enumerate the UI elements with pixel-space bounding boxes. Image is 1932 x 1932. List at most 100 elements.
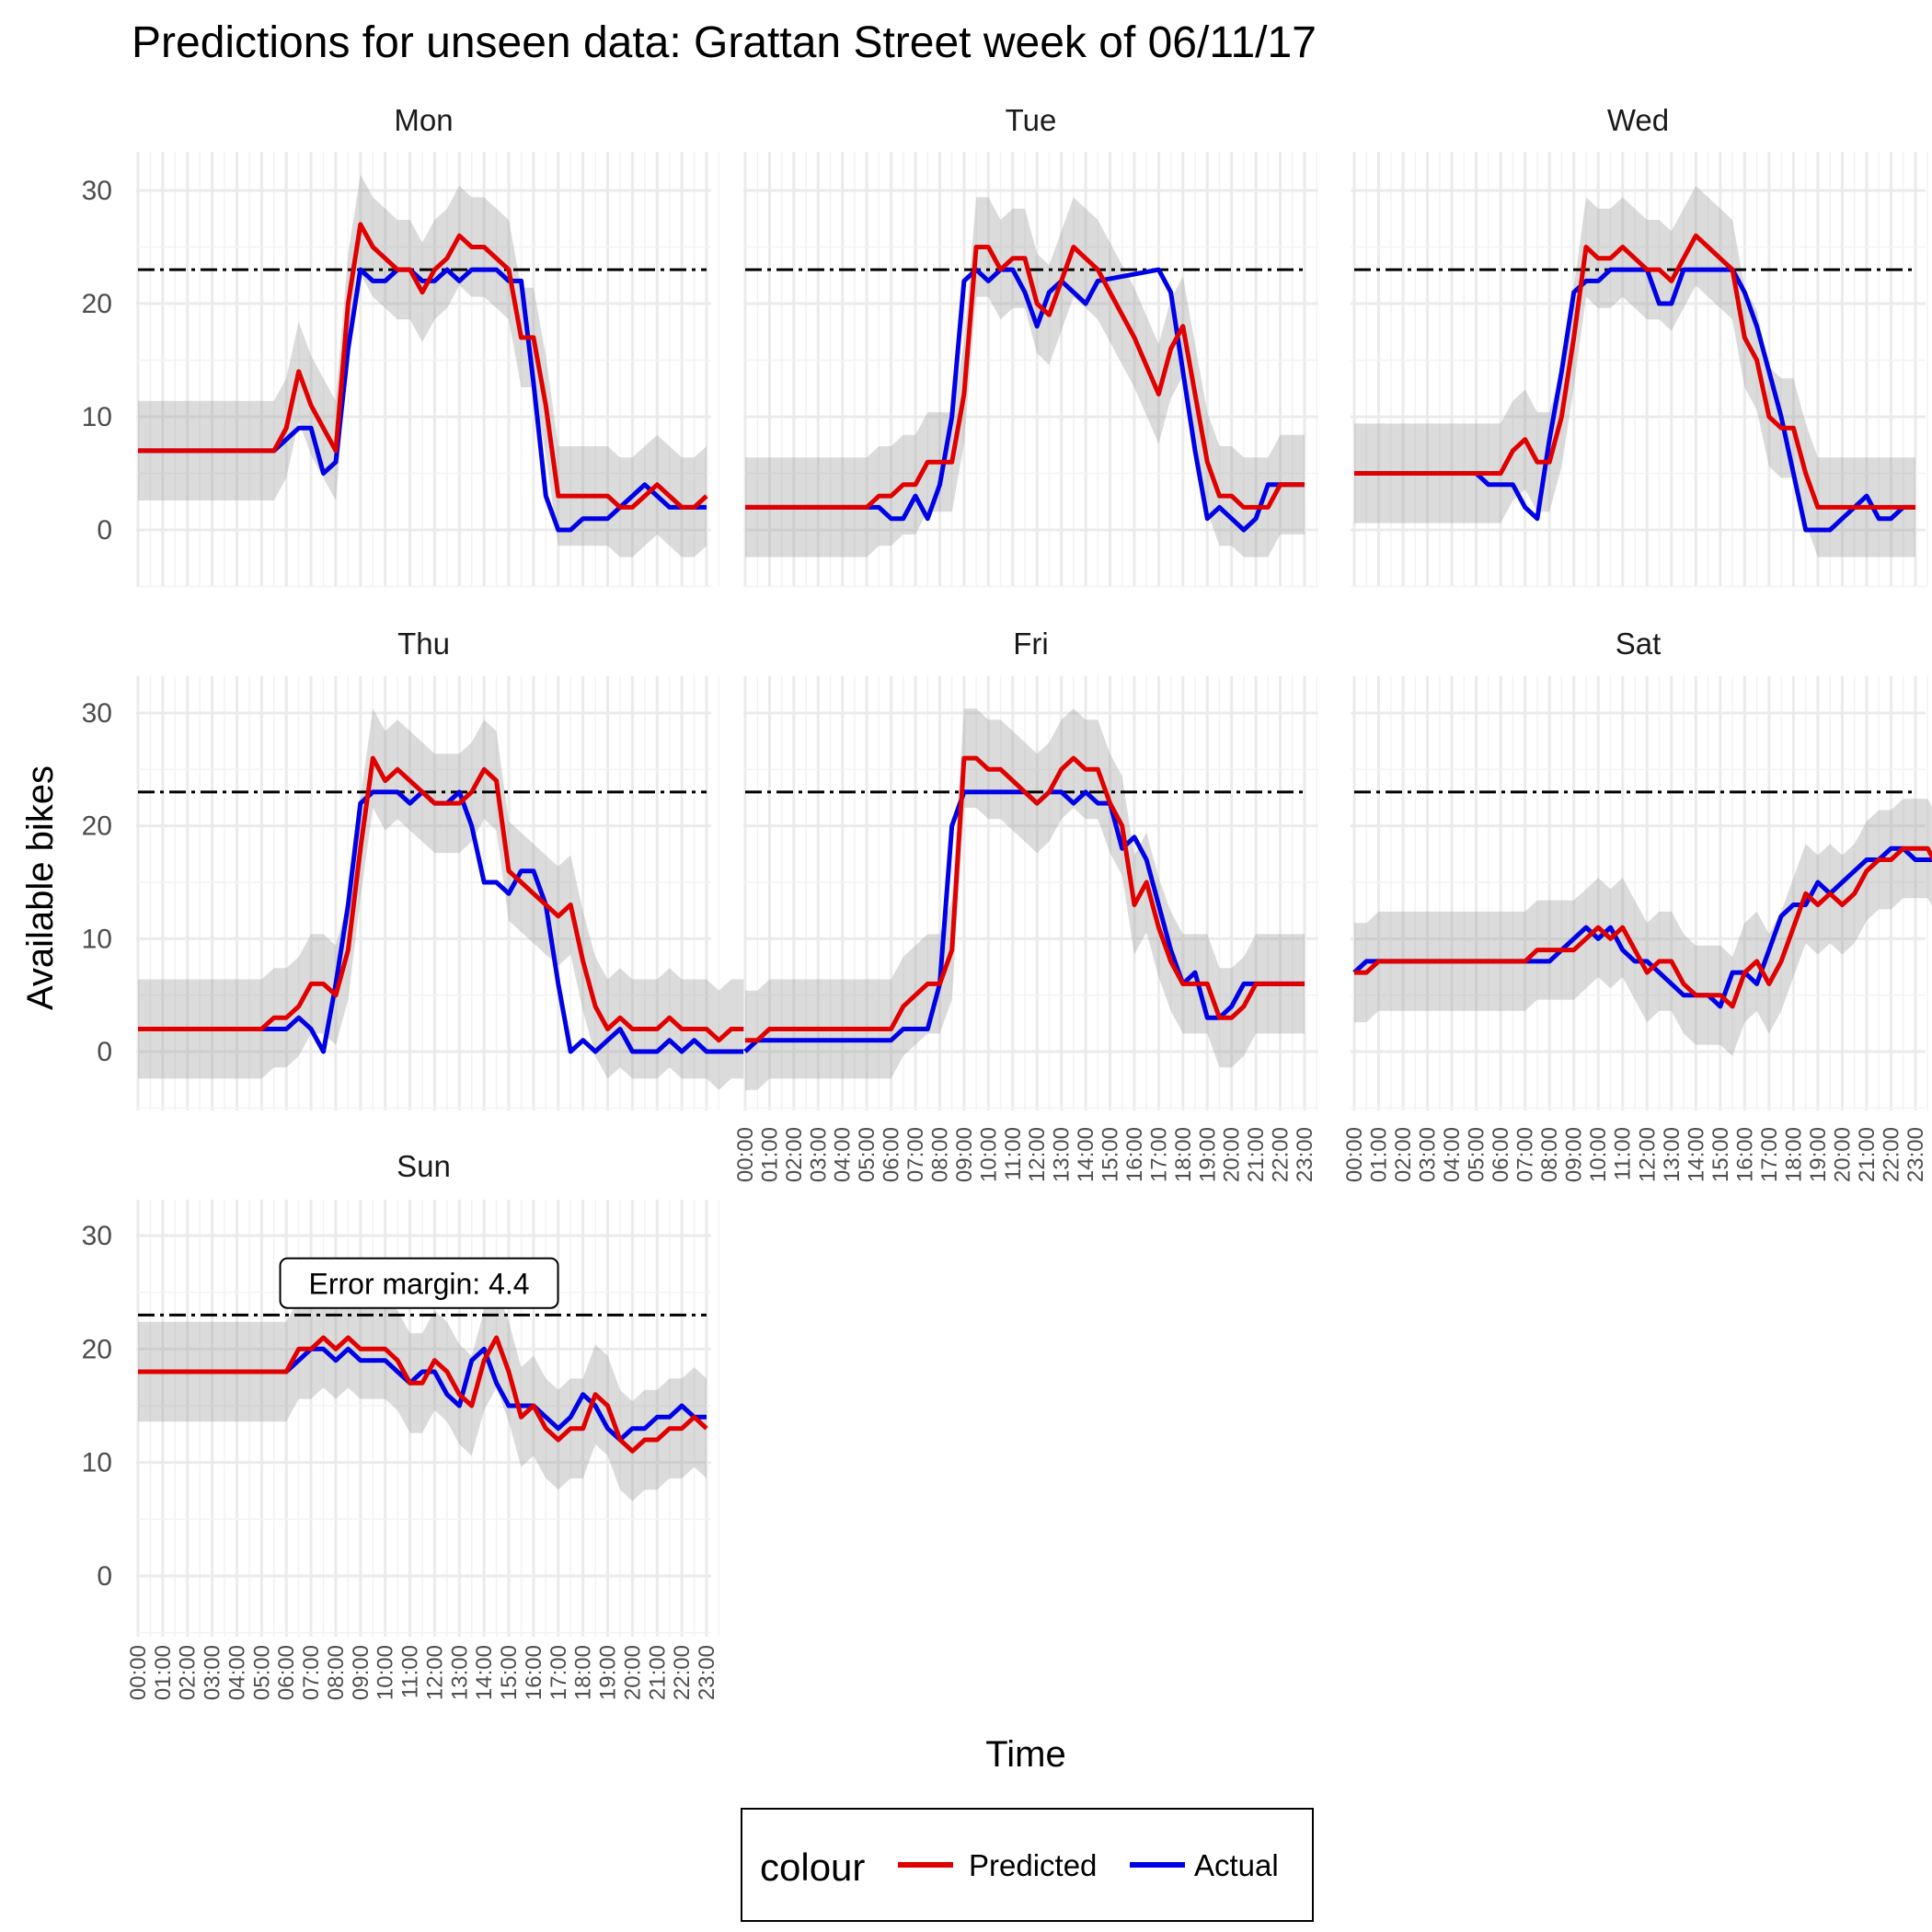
x-tick-label: 07:00 [903, 1127, 928, 1182]
x-tick-label: 01:00 [757, 1127, 782, 1182]
panel-mon: Mon 0 10 20 30 [82, 103, 720, 588]
x-tick-label: 09:00 [349, 1645, 374, 1700]
series-actual-thu [138, 789, 744, 1054]
series-predicted-thu [138, 755, 744, 1043]
x-tick-label: 09:00 [1562, 1127, 1587, 1182]
x-tick-label: 18:00 [1171, 1127, 1196, 1182]
panel-title-sat: Sat [1616, 627, 1662, 661]
x-tick-label: 03:00 [201, 1645, 225, 1700]
legend-title: colour [760, 1846, 865, 1889]
x-tick-label: 15:00 [497, 1645, 522, 1700]
error-band-thu [138, 708, 744, 1090]
x-tick-label: 04:00 [224, 1645, 249, 1700]
gridlines-sun [136, 1200, 720, 1637]
x-tick-label: 05:00 [249, 1645, 274, 1700]
x-tick-label: 13:00 [1050, 1127, 1075, 1182]
panel-thu: Thu 0 10 20 30 [82, 627, 744, 1110]
y-tick-label: 0 [97, 1561, 112, 1592]
error-band-wed [1354, 186, 1915, 558]
annotation-label: Error margin: 4.4 [279, 1257, 559, 1309]
x-tick-label: 00:00 [733, 1127, 758, 1182]
x-tick-label: 01:00 [1367, 1127, 1392, 1182]
x-tick-label: 08:00 [324, 1645, 349, 1700]
legend-label-actual: Actual [1194, 1848, 1279, 1882]
panel-title-fri: Fri [1013, 627, 1048, 661]
x-tick-label: 12:00 [1635, 1127, 1660, 1182]
x-tick-label: 04:00 [1440, 1127, 1465, 1182]
error-band-mon [138, 174, 707, 558]
y-tick-label: 10 [82, 1448, 112, 1478]
panel-tue: Tue [743, 103, 1318, 588]
series-predicted-sat [1354, 845, 1932, 1009]
x-tick-label: 12:00 [422, 1645, 447, 1700]
x-tick-label: 03:00 [806, 1127, 831, 1182]
x-tick-label: 22:00 [1269, 1127, 1294, 1182]
y-tick-label: 30 [82, 1221, 112, 1251]
error-band-tue [745, 197, 1305, 558]
x-tick-label: 21:00 [1244, 1127, 1269, 1182]
x-tick-label: 07:00 [299, 1645, 324, 1700]
x-tick-label: 02:00 [782, 1127, 807, 1182]
panel-title-mon: Mon [394, 103, 453, 137]
x-tick-label: 16:00 [1732, 1127, 1757, 1182]
x-tick-label: 17:00 [1146, 1127, 1171, 1182]
x-tick-label: 23:00 [695, 1645, 719, 1700]
x-tick-label: 15:00 [1708, 1127, 1733, 1182]
x-tick-label: 01:00 [151, 1645, 176, 1700]
x-tick-label: 10:00 [976, 1127, 1001, 1182]
x-tick-label: 04:00 [831, 1127, 856, 1182]
panel-sat: Sat 00:00 01:00 02:00 03:00 04:00 05:00 06:00 07… [1342, 627, 1932, 1182]
x-tick-label: 05:00 [1465, 1127, 1489, 1182]
x-tick-label: 03:00 [1416, 1127, 1441, 1182]
y-tick-label: 0 [97, 1037, 112, 1067]
series-predicted-sun [138, 1335, 708, 1454]
y-axis-title: Available bikes [20, 765, 61, 1010]
series-actual-sun [138, 1346, 707, 1443]
x-tick-label: 21:00 [1855, 1127, 1880, 1182]
y-tick-label: 0 [97, 515, 112, 546]
x-tick-label: 06:00 [1489, 1127, 1513, 1182]
x-tick-label: 05:00 [855, 1127, 880, 1182]
series-predicted-fri [745, 755, 1305, 1043]
series-actual-tue [745, 267, 1305, 533]
panel-wed: Wed [1351, 103, 1929, 588]
x-tick-label: 06:00 [880, 1127, 904, 1182]
x-tick-label: 14:00 [1074, 1127, 1098, 1182]
legend: colour Predicted Actual [741, 1808, 1314, 1922]
x-tick-label: 14:00 [472, 1645, 497, 1700]
x-tick-label: 16:00 [522, 1645, 546, 1700]
x-tick-label: 19:00 [1195, 1127, 1220, 1182]
x-tick-label: 11:00 [1611, 1127, 1636, 1180]
panel-sun: Sun 0 10 20 30 00:00 01:00 02:00 03:00 04:00 05:00… [82, 1149, 720, 1700]
gridlines-mon [136, 152, 720, 588]
x-axis-title: Time [985, 1734, 1065, 1775]
x-tick-label: 22:00 [1879, 1127, 1903, 1182]
x-tick-label: 18:00 [571, 1645, 596, 1700]
y-tick-label: 10 [82, 924, 112, 954]
x-tick-label: 15:00 [1098, 1127, 1123, 1182]
x-tick-label: 23:00 [1903, 1127, 1928, 1182]
x-tick-label: 10:00 [374, 1645, 398, 1700]
legend-box [741, 1808, 1314, 1922]
panel-title-thu: Thu [397, 627, 450, 661]
error-band-sun [138, 1287, 707, 1501]
x-tick-label: 21:00 [645, 1645, 670, 1700]
x-tick-label: 20:00 [620, 1645, 645, 1700]
gridlines-tue [743, 152, 1318, 588]
x-tick-label: 17:00 [1757, 1127, 1782, 1182]
x-tick-label: 06:00 [274, 1645, 299, 1700]
panel-title-wed: Wed [1607, 103, 1669, 137]
x-tick-label: 08:00 [927, 1127, 952, 1182]
panel-title-sun: Sun [397, 1149, 451, 1183]
x-tick-label: 11:00 [398, 1645, 423, 1698]
gridlines-fri [743, 676, 1318, 1110]
x-tick-label: 23:00 [1293, 1127, 1317, 1182]
y-tick-label: 20 [82, 811, 112, 842]
x-tick-label: 02:00 [1391, 1127, 1416, 1182]
x-tick-label: 11:00 [1001, 1127, 1026, 1180]
y-tick-label: 10 [82, 402, 112, 432]
series-actual-wed [1354, 267, 1915, 533]
y-tick-label: 30 [82, 698, 112, 729]
x-tick-label: 19:00 [1806, 1127, 1831, 1182]
annotation-text: Error margin: 4.4 [308, 1268, 529, 1301]
